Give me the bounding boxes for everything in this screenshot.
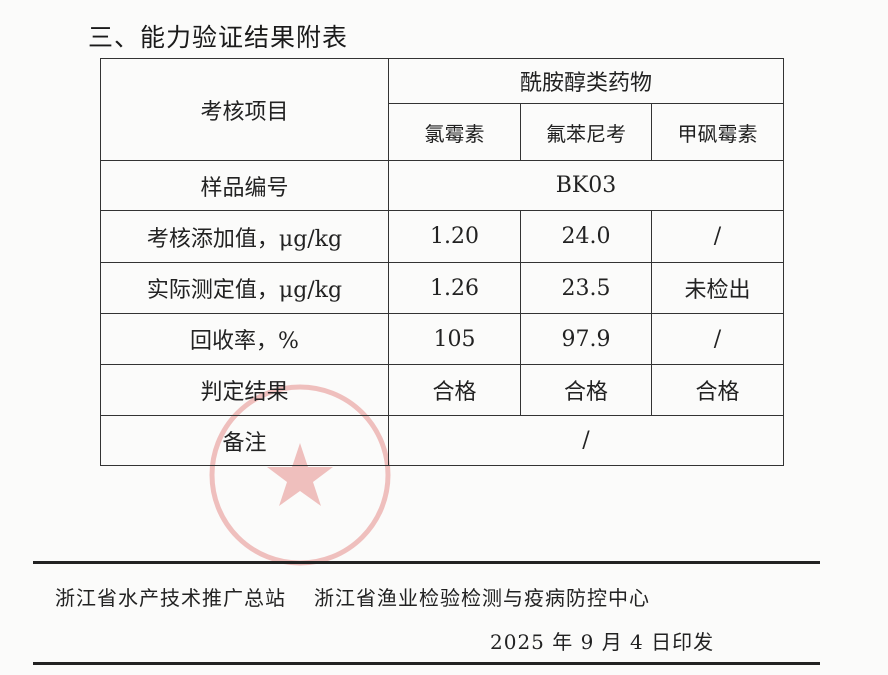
top-rule-divider <box>33 561 820 564</box>
issue-date: 2025 年 9 月 4 日印发 <box>490 630 715 654</box>
bottom-rule-divider <box>33 662 820 665</box>
cell: 1.26 <box>388 262 521 314</box>
drug-header: 氟苯尼考 <box>520 103 652 161</box>
table-row: 判定结果 合格 合格 合格 <box>100 364 784 416</box>
item-header: 考核项目 <box>100 58 389 161</box>
table-row: 回收率，% 105 97.9 / <box>100 313 784 365</box>
group-header: 酰胺醇类药物 <box>388 58 784 104</box>
row-label: 回收率，% <box>100 313 389 365</box>
cell: 23.5 <box>520 262 652 314</box>
sample-id: BK03 <box>388 160 784 211</box>
cell: 合格 <box>520 364 652 416</box>
table-row: 备注 / <box>100 415 784 466</box>
remark-value: / <box>388 415 784 466</box>
cell: 合格 <box>651 364 784 416</box>
table-row: 样品编号 BK03 <box>100 160 784 211</box>
cell: 合格 <box>388 364 521 416</box>
row-label: 样品编号 <box>100 160 389 211</box>
cell: 97.9 <box>520 313 652 365</box>
issuers: 浙江省水产技术推广总站 浙江省渔业检验检测与疫病防控中心 <box>55 582 650 611</box>
results-table: 考核项目 酰胺醇类药物 氯霉素 氟苯尼考 甲砜霉素 样品编号 BK03 考核添加… <box>100 58 784 466</box>
row-label: 考核添加值，μg/kg <box>100 210 389 263</box>
row-label: 判定结果 <box>100 364 389 416</box>
cell: 未检出 <box>651 262 784 314</box>
issuer-1: 浙江省水产技术推广总站 <box>55 586 286 610</box>
row-label: 实际测定值，μg/kg <box>100 262 389 314</box>
cell: / <box>651 313 784 365</box>
row-label: 备注 <box>100 415 389 466</box>
table-row: 实际测定值，μg/kg 1.26 23.5 未检出 <box>100 262 784 314</box>
table-row: 考核添加值，μg/kg 1.20 24.0 / <box>100 210 784 263</box>
section-title: 三、能力验证结果附表 <box>88 23 349 52</box>
drug-header: 甲砜霉素 <box>651 103 784 161</box>
drug-header: 氯霉素 <box>388 103 521 161</box>
cell: 105 <box>388 313 521 365</box>
cell: 1.20 <box>388 210 521 263</box>
cell: / <box>651 210 784 263</box>
issuer-2: 浙江省渔业检验检测与疫病防控中心 <box>314 586 650 610</box>
cell: 24.0 <box>520 210 652 263</box>
